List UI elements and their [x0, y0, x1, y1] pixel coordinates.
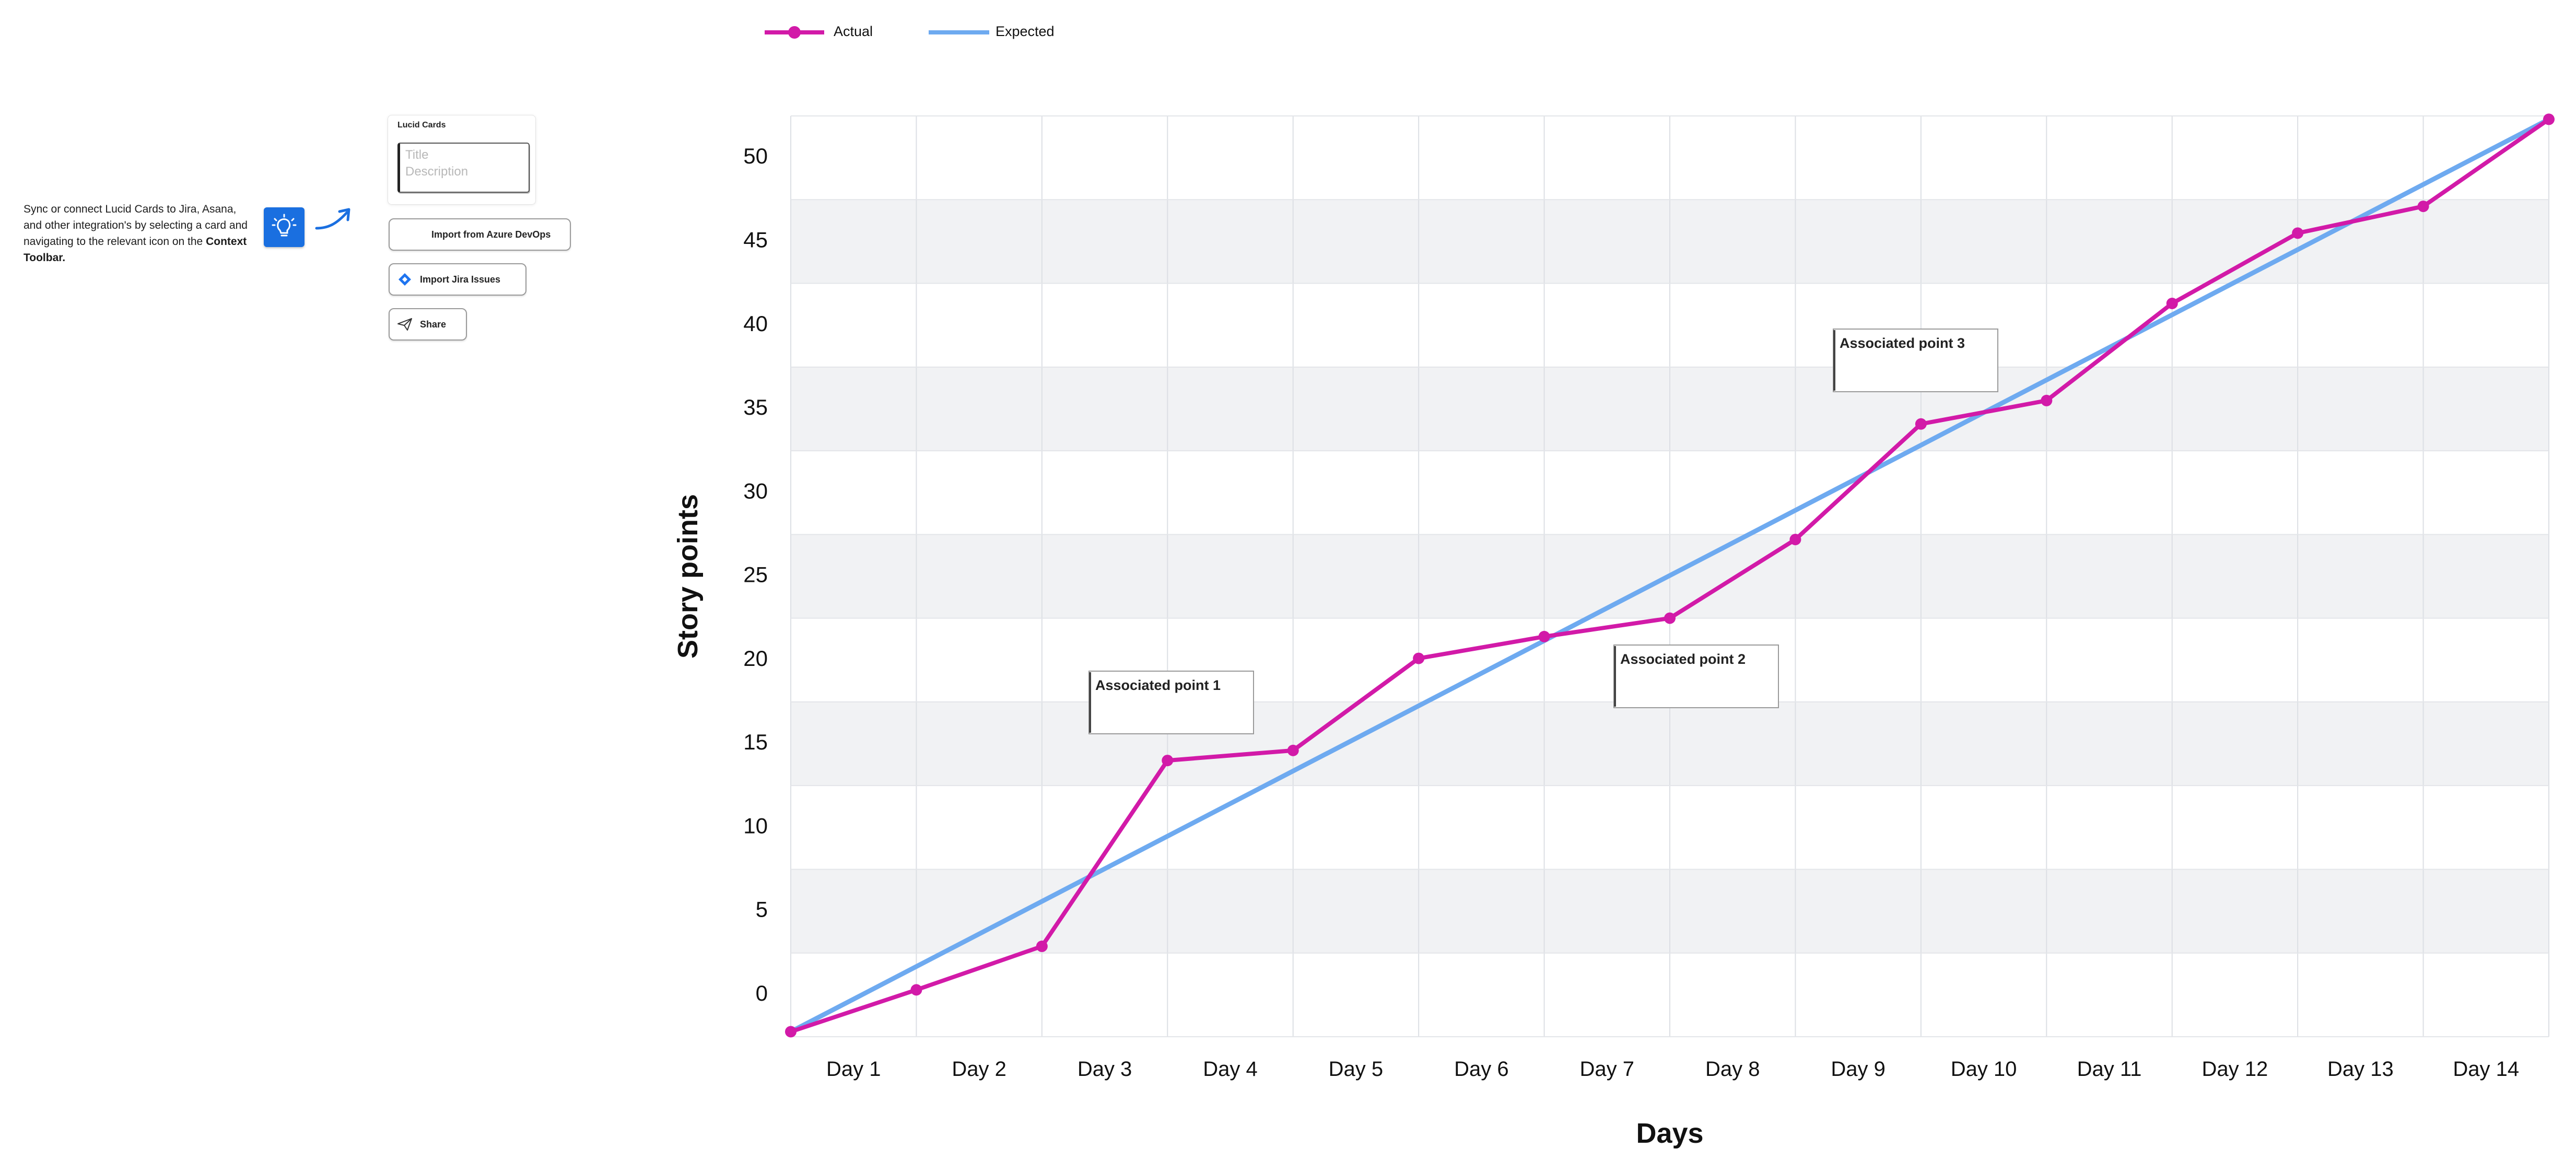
- import-azure-devops-button[interactable]: Import from Azure DevOps: [389, 218, 571, 251]
- y-tick-label: 0: [756, 981, 768, 1005]
- y-tick-label: 25: [743, 562, 768, 587]
- import-jira-button[interactable]: Import Jira Issues: [389, 263, 526, 296]
- x-tick-label: Day 6: [1454, 1058, 1509, 1081]
- lucid-card[interactable]: Lucid Cards Title Description: [388, 115, 536, 205]
- share-label: Share: [420, 319, 447, 330]
- x-tick-label: Day 13: [2327, 1058, 2394, 1081]
- curved-arrow-icon: [315, 208, 350, 230]
- card-description-placeholder[interactable]: Description: [405, 165, 469, 179]
- x-axis-ticks: Day 1 Day 2 Day 3 Day 4 Day 5 Day 6 Day 7 Day 8…: [826, 1058, 2519, 1081]
- annotation-box: [1088, 671, 1254, 734]
- x-tick-label: Day 11: [2077, 1058, 2142, 1081]
- paper-plane-icon: [397, 317, 413, 332]
- instructions-text: Sync or connect Lucid Cards to Jira, Asa…: [24, 203, 248, 248]
- annotation-callout: Associated point 1: [1088, 671, 1254, 734]
- actual-data-point: [1789, 533, 1801, 545]
- expected-series-line: [788, 116, 2551, 1034]
- actual-data-point: [2417, 201, 2429, 213]
- y-tick-label: 50: [743, 144, 768, 168]
- actual-data-point: [1413, 652, 1425, 664]
- annotation-box: [1613, 644, 1779, 708]
- jira-icon: [397, 272, 413, 287]
- annotation-callout: Associated point 3: [1833, 329, 1998, 392]
- annotation-layer: Associated point 1 Associated point 2 Asso…: [1088, 329, 1998, 734]
- x-tick-label: Day 3: [1078, 1058, 1132, 1081]
- lucid-card-body[interactable]: Title Description: [397, 143, 530, 193]
- instructions-bold-text: Context Toolbar.: [24, 236, 247, 264]
- actual-data-point: [910, 984, 922, 996]
- actual-data-point: [2041, 394, 2053, 406]
- y-tick-label: 35: [743, 395, 768, 419]
- actual-data-point: [1538, 630, 1550, 642]
- y-tick-label: 15: [743, 730, 768, 754]
- y-tick-label: 45: [743, 228, 768, 252]
- actual-data-point: [1664, 612, 1676, 624]
- y-tick-label: 30: [743, 478, 768, 503]
- annotation-text: Associated point 2: [1620, 651, 1746, 667]
- y-tick-label: 5: [756, 897, 768, 922]
- annotation-box: [1833, 329, 1998, 392]
- x-tick-label: Day 8: [1705, 1058, 1760, 1081]
- lucid-card-title: Lucid Cards: [397, 121, 446, 130]
- import-jira-label: Import Jira Issues: [420, 274, 501, 285]
- actual-data-point: [2292, 227, 2304, 239]
- x-tick-label: Day 1: [826, 1058, 881, 1081]
- x-tick-label: Day 12: [2202, 1058, 2268, 1081]
- legend-actual-label: Actual: [834, 24, 873, 39]
- share-button[interactable]: Share: [389, 308, 467, 341]
- actual-data-point: [785, 1026, 797, 1038]
- y-axis-ticks: 0 5 10 15 20 25 30 35 40 45 50: [743, 144, 768, 1005]
- actual-data-point: [2166, 298, 2178, 310]
- series-layer: [785, 113, 2555, 1038]
- annotation-callout: Associated point 2: [1613, 644, 1779, 708]
- actual-data-point: [1915, 418, 1927, 430]
- actual-data-point: [1287, 744, 1299, 756]
- azure-devops-icon: [397, 227, 413, 242]
- y-tick-label: 10: [743, 813, 768, 838]
- annotation-text: Associated point 1: [1095, 677, 1221, 693]
- x-tick-label: Day 5: [1329, 1058, 1384, 1081]
- grid-lines: [790, 115, 2549, 1037]
- legend-actual-marker: [788, 26, 801, 39]
- card-title-placeholder[interactable]: Title: [405, 148, 429, 162]
- integration-instructions: Sync or connect Lucid Cards to Jira, Asa…: [24, 201, 256, 266]
- x-tick-label: Day 9: [1831, 1058, 1886, 1081]
- annotation-text: Associated point 3: [1840, 335, 1965, 351]
- legend: Actual Expected: [765, 24, 1055, 39]
- x-tick-label: Day 14: [2453, 1058, 2519, 1081]
- y-tick-label: 40: [743, 311, 768, 336]
- x-tick-label: Day 7: [1580, 1058, 1635, 1081]
- actual-data-point: [1036, 940, 1048, 952]
- legend-expected-label: Expected: [996, 24, 1055, 39]
- y-axis-title: Story points: [672, 494, 704, 659]
- x-tick-label: Day 2: [952, 1058, 1006, 1081]
- x-tick-label: Day 4: [1203, 1058, 1258, 1081]
- actual-data-point: [2543, 113, 2555, 125]
- actual-data-point: [1162, 755, 1174, 767]
- x-tick-label: Day 10: [1951, 1058, 2017, 1081]
- y-tick-label: 20: [743, 646, 768, 671]
- import-azure-devops-label: Import from Azure DevOps: [431, 229, 551, 240]
- x-axis-title: Days: [1636, 1118, 1703, 1149]
- lightbulb-icon: [264, 207, 305, 247]
